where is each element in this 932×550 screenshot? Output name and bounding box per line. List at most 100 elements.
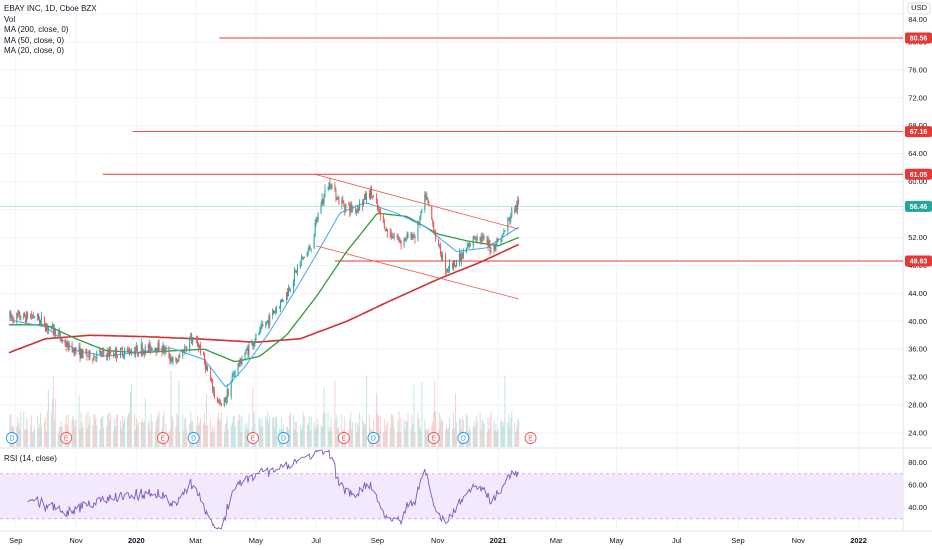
candle-body xyxy=(503,231,505,234)
volume-bar xyxy=(461,416,463,447)
volume-bar xyxy=(150,414,152,447)
volume-bar xyxy=(190,411,192,447)
candle-body xyxy=(11,317,13,318)
candle-body xyxy=(80,348,82,359)
volume-bar xyxy=(413,384,415,447)
volume-bar xyxy=(324,412,326,447)
volume-bar xyxy=(455,422,457,447)
volume-bar xyxy=(495,423,497,447)
candle-body xyxy=(162,345,164,353)
candle-body xyxy=(205,366,207,370)
volume-bar xyxy=(169,429,171,447)
candle-body xyxy=(412,236,414,239)
volume-bar xyxy=(454,393,456,447)
candle-body xyxy=(44,326,46,331)
legend-volume[interactable]: Vol xyxy=(4,14,16,24)
volume-bar xyxy=(78,395,80,447)
volume-bar xyxy=(44,417,46,447)
trendline xyxy=(316,245,519,300)
event-label: D xyxy=(9,435,14,442)
candle-body xyxy=(177,360,179,363)
candle-body xyxy=(224,398,226,403)
candle-body xyxy=(227,389,229,397)
candle-body xyxy=(452,260,454,268)
symbol-title[interactable]: EBAY INC, 1D, Cboe BZX xyxy=(4,4,97,13)
candle-body xyxy=(88,350,90,357)
legend-ma20[interactable]: MA (20, close, 0) xyxy=(4,46,65,55)
candle-body xyxy=(465,248,467,252)
volume-bar xyxy=(328,430,330,447)
volume-bar xyxy=(363,422,365,447)
grid xyxy=(0,0,932,532)
candle-body xyxy=(72,349,74,352)
candle-body xyxy=(407,233,409,238)
volume-bar xyxy=(106,426,108,447)
volume-bar xyxy=(300,429,302,447)
candle-body xyxy=(322,198,324,203)
horizontal-levels[interactable] xyxy=(0,37,903,262)
volume-bar xyxy=(269,416,271,447)
volume-bar xyxy=(19,428,21,447)
volume-bar xyxy=(515,432,517,447)
legend-ma200[interactable]: MA (200, close, 0) xyxy=(4,25,69,34)
volume-bar xyxy=(335,419,337,447)
volume-bar xyxy=(258,420,260,447)
volume-bar xyxy=(231,422,233,447)
volume-bar xyxy=(266,420,268,447)
volume-bar xyxy=(507,422,509,447)
candle-body xyxy=(424,194,426,210)
price-axis[interactable]: USD 84.00 80.00 76.00 72.00 68.00 64.00 60.00 56… xyxy=(907,2,931,512)
event-label: E xyxy=(64,435,69,442)
volume-bar xyxy=(481,419,483,447)
volume-bar xyxy=(314,428,316,447)
candle-body xyxy=(267,319,269,321)
volume-bar xyxy=(110,412,112,447)
legend-ma50[interactable]: MA (50, close, 0) xyxy=(4,35,65,45)
candle-body xyxy=(359,201,361,211)
volume-bar xyxy=(81,422,83,447)
volume-bar xyxy=(204,424,206,447)
volume-bar xyxy=(245,429,247,447)
candle-body xyxy=(514,208,516,212)
candle-body xyxy=(100,350,102,356)
candle-body xyxy=(410,233,412,238)
volume-bar xyxy=(127,412,129,447)
candle-body xyxy=(300,258,302,262)
candle-body xyxy=(459,253,461,261)
candle-body xyxy=(20,318,22,320)
volume-bar xyxy=(440,417,442,447)
candle-body xyxy=(123,350,125,356)
volume-bar xyxy=(407,412,409,447)
volume-bar xyxy=(211,425,213,447)
trendlines[interactable] xyxy=(316,174,519,300)
candle-body xyxy=(210,379,212,381)
rsi-title[interactable]: RSI (14, close) xyxy=(4,454,57,463)
volume-bar xyxy=(299,424,301,447)
volume-bar xyxy=(140,421,142,447)
candle-body xyxy=(87,356,89,357)
candle-body xyxy=(294,270,296,272)
candle-body xyxy=(175,357,177,360)
time-tick-label: Sep xyxy=(371,536,384,545)
candle-body xyxy=(458,253,460,263)
candle-body xyxy=(253,343,255,347)
candle-body xyxy=(303,256,305,258)
candle-body xyxy=(106,354,108,358)
volume-bar xyxy=(113,430,115,447)
candle-body xyxy=(13,320,15,322)
candle-body xyxy=(116,348,118,358)
volume-bar xyxy=(182,414,184,447)
volume-bar xyxy=(230,426,232,447)
candle-body xyxy=(273,310,275,314)
volume-bar xyxy=(248,413,250,447)
volume-bar xyxy=(331,431,333,447)
candle-body xyxy=(447,269,449,271)
volume-bar xyxy=(135,418,137,447)
candle-body xyxy=(19,311,21,319)
volume-bar xyxy=(362,419,364,447)
time-axis[interactable]: Sep Nov 2020 Mar May Jul Sep Nov 2021 Mar May Jul Se… xyxy=(9,536,867,545)
volume-bar xyxy=(424,419,426,447)
candle-body xyxy=(495,244,497,250)
